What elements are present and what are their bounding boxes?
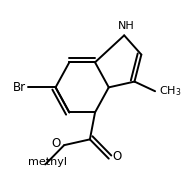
Text: NH: NH (118, 21, 134, 30)
Text: O: O (112, 150, 121, 163)
Text: CH$_3$: CH$_3$ (158, 84, 181, 98)
Text: Br: Br (13, 81, 26, 94)
Text: O: O (52, 137, 61, 150)
Text: methyl: methyl (27, 158, 66, 167)
